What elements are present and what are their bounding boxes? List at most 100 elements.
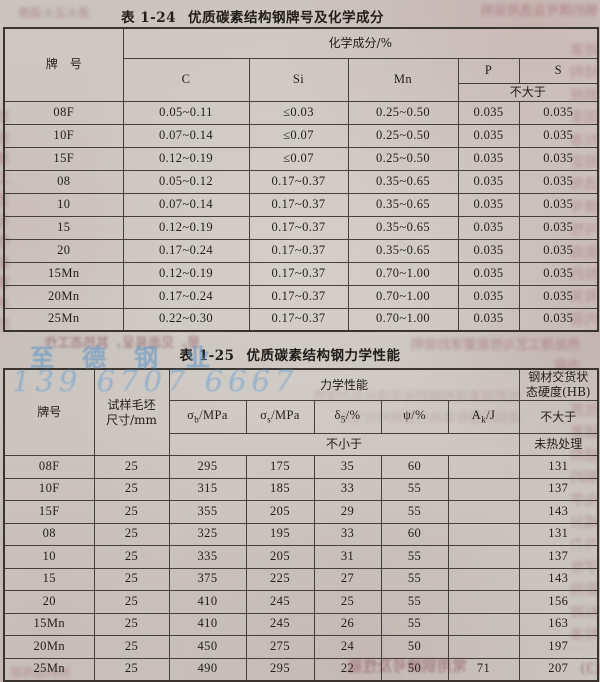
limit-label-not-greater-than: 不大于 [457,82,599,102]
sigma-b-cell: 410 [168,590,247,614]
table-row: 15F 0.12~0.19 ≤0.07 0.25~0.50 0.035 0.035 [3,146,599,171]
mn-cell: 0.35~0.65 [347,169,459,194]
symbol: A [471,408,482,423]
col-header-delivery-hardness: 钢材交货状 态硬度(HB) [518,368,599,401]
delivery-hardness-line2: 态硬度(HB) [525,385,591,399]
si-cell: 0.17~0.37 [248,261,349,286]
table-row: 15Mn 25 410 245 26 55 163 [3,612,599,636]
c-cell: 0.05~0.11 [122,100,250,125]
psi-cell: 55 [380,612,449,636]
grade-cell: 20 [3,238,124,263]
sigma-s-cell: 205 [245,545,315,569]
ak-cell [447,477,520,501]
table24-title: 表 1-24 优质碳素结构钢牌号及化学成分 [0,6,505,26]
psi-cell: 60 [380,455,449,479]
sigma-s-cell: 205 [245,500,315,524]
grade-cell: 10 [3,545,95,569]
col-header-specimen-size: 试样毛坯 尺寸/mm [93,368,170,456]
limit-label-not-greater-than: 不大于 [518,400,599,434]
psi-cell: 55 [380,545,449,569]
table-row: 20 0.17~0.24 0.17~0.37 0.35~0.65 0.035 0.035 [3,238,599,263]
grade-cell: 20Mn [3,284,124,309]
limit-label-not-less-than: 不小于 [168,433,520,456]
mn-cell: 0.70~1.00 [347,284,459,309]
p-cell: 0.035 [457,261,520,286]
hb-cell: 143 [518,567,599,591]
si-cell: ≤0.07 [248,123,349,148]
psi-cell: 55 [380,567,449,591]
table25-caption: 优质碳素结构钢力学性能 [246,348,401,364]
table-row: 20 25 410 245 25 55 156 [3,590,599,614]
symbol-unit: /MPa [199,408,228,423]
col-header-grade: 牌号 [3,368,95,456]
si-cell: ≤0.03 [248,100,349,125]
col-header-P: P [457,57,520,84]
sigma-s-cell: 245 [245,590,315,614]
s-cell: 0.035 [518,123,599,148]
mn-cell: 0.70~1.00 [347,307,459,332]
size-cell: 25 [93,590,170,614]
hb-cell: 131 [518,522,599,546]
table-row: 10 25 335 205 31 55 137 [3,545,599,569]
col-header-psi: ψ/% [380,400,449,434]
grade-cell: 15F [3,500,95,524]
grade-cell: 25Mn [3,657,95,681]
p-cell: 0.035 [457,307,520,332]
delta5-cell: 33 [313,477,382,501]
sigma-b-cell: 450 [168,635,247,659]
grade-cell: 08 [3,522,95,546]
table-row: 20Mn 25 450 275 24 50 197 [3,635,599,659]
delta5-cell: 33 [313,522,382,546]
delta5-cell: 35 [313,455,382,479]
grade-cell: 10 [3,192,124,217]
table25-title: 表 1-25 优质碳素结构钢力学性能 [0,344,580,364]
s-cell: 0.035 [518,100,599,125]
c-cell: 0.17~0.24 [122,238,250,263]
s-cell: 0.035 [518,261,599,286]
psi-cell: 55 [380,477,449,501]
table-row: 15 0.12~0.19 0.17~0.37 0.35~0.65 0.035 0.035 [3,215,599,240]
grade-cell: 15F [3,146,124,171]
size-cell: 25 [93,522,170,546]
delta5-cell: 29 [313,500,382,524]
s-cell: 0.035 [518,146,599,171]
sigma-b-cell: 295 [168,455,247,479]
si-cell: 0.17~0.37 [248,215,349,240]
table-row: 10F 0.07~0.14 ≤0.07 0.25~0.50 0.035 0.035 [3,123,599,148]
delta5-cell: 27 [313,567,382,591]
symbol-unit: /MPa [271,408,300,423]
table-row: 25Mn 25 490 295 22 50 71 207 [3,657,599,681]
col-header-sigma-b: σb/MPa [168,400,247,434]
mn-cell: 0.35~0.65 [347,215,459,240]
hb-cell: 131 [518,455,599,479]
size-cell: 25 [93,545,170,569]
table24-caption: 优质碳素结构钢牌号及化学成分 [187,10,384,26]
size-cell: 25 [93,657,170,681]
symbol-unit: /J [486,408,496,423]
mn-cell: 0.25~0.50 [347,123,459,148]
table-row: 15Mn 0.12~0.19 0.17~0.37 0.70~1.00 0.035 0.03… [3,261,599,286]
table-mechanical-properties: 牌号 试样毛坯 尺寸/mm 力学性能 钢材交货状 态硬度(HB) σb/MPa … [3,368,600,682]
sigma-s-cell: 245 [245,612,315,636]
s-cell: 0.035 [518,238,599,263]
p-cell: 0.035 [457,146,520,171]
p-cell: 0.035 [457,238,520,263]
s-cell: 0.035 [518,307,599,332]
psi-cell: 50 [380,657,449,681]
ak-cell [447,455,520,479]
ak-cell [447,500,520,524]
table-row: 10 0.07~0.14 0.17~0.37 0.35~0.65 0.035 0.035 [3,192,599,217]
table-chemical-composition: 牌 号 化学成分/% C Si Mn P S 不大于 08F 0.05~0.11 ≤… [3,27,600,332]
col-header-S: S [518,57,599,84]
p-cell: 0.035 [457,123,520,148]
specimen-size-line1: 试样毛坯 [107,397,156,412]
grade-cell: 20Mn [3,635,95,659]
sigma-s-cell: 275 [245,635,315,659]
mn-cell: 0.25~0.50 [347,100,459,125]
col-header-delta-5: δ5/% [313,400,382,434]
grade-cell: 10F [3,477,95,501]
psi-cell: 50 [380,635,449,659]
hb-cell: 137 [518,477,599,501]
grade-cell: 10F [3,123,124,148]
size-cell: 25 [93,612,170,636]
